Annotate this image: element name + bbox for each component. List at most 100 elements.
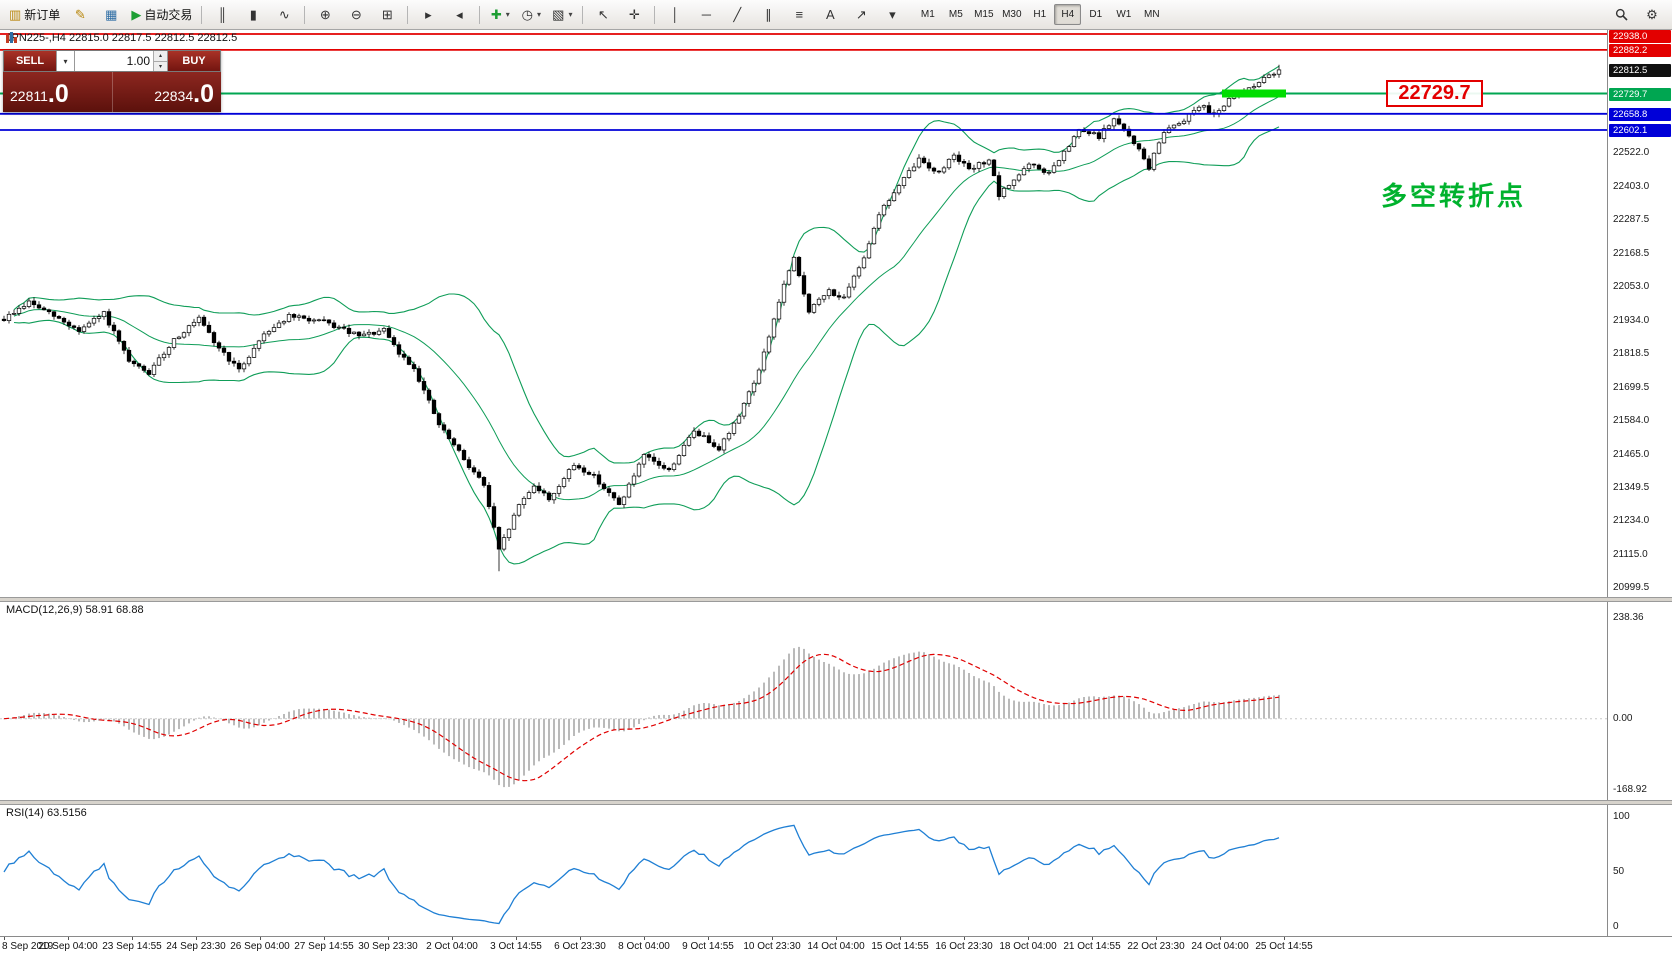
time-axis-tick <box>324 937 325 940</box>
zoom-in-button[interactable]: ⊕ <box>310 3 340 27</box>
market-watch-button[interactable]: ▦ <box>96 3 126 27</box>
trendline-button[interactable]: ╱ <box>722 3 752 27</box>
buy-price[interactable]: 22834.0 <box>111 72 222 112</box>
cursor-button[interactable]: ↖ <box>588 3 618 27</box>
buy-button[interactable]: BUY <box>168 51 220 71</box>
timeframe-m30[interactable]: M30 <box>1002 9 1022 20</box>
new-order-button[interactable]: ▥ 新订单 <box>5 3 64 27</box>
horizontal-line-button[interactable]: ─ <box>691 3 721 27</box>
main-chart-panel: 22522.0 22403.0 22287.5 22168.5 22053.0 21934… <box>0 30 1672 597</box>
time-axis-label: 3 Oct 14:55 <box>490 941 542 952</box>
text-button[interactable]: A <box>815 3 845 27</box>
buy-price-small: 22834 <box>154 88 194 104</box>
bar-chart-button[interactable]: ║ <box>207 3 237 27</box>
time-axis-label: 25 Oct 14:55 <box>1255 941 1313 952</box>
horizontal-line-icon: ─ <box>701 7 711 22</box>
time-axis-label: 16 Oct 23:30 <box>935 941 993 952</box>
equidistant-channel-button[interactable]: ∥ <box>753 3 783 27</box>
trendline-icon: ╱ <box>733 7 742 22</box>
order-type-dropdown[interactable]: ▾ <box>56 51 75 71</box>
objects-more-button[interactable]: ▾ <box>877 3 907 27</box>
macd-panel: 238.36 0.00 -168.92 MACD(12,26,9) 58.91 68… <box>0 602 1672 800</box>
chart-shift-button[interactable]: ◂ <box>444 3 474 27</box>
timeframe-group: M1 M5 M15 M30 H1 H4 D1 W1 MN <box>914 4 1165 25</box>
price-axis-label: 21115.0 <box>1613 549 1648 560</box>
text-icon: A <box>825 7 835 22</box>
time-axis-label: 20 Sep 04:00 <box>38 941 98 952</box>
grid-icon: ⊞ <box>381 7 393 22</box>
settings-button[interactable]: ⚙ <box>1637 3 1667 27</box>
timeframe-m5[interactable]: M5 <box>948 9 963 20</box>
templates-button[interactable]: ▧ ▾ <box>547 3 577 27</box>
toolbar-separator <box>407 5 409 24</box>
periods-button[interactable]: ◷ ▾ <box>516 3 546 27</box>
macd-plot[interactable] <box>0 602 1607 800</box>
macd-axis: 238.36 0.00 -168.92 <box>1607 602 1672 800</box>
crosshair-icon: ✛ <box>628 7 640 22</box>
price-axis-label: 21934.0 <box>1613 315 1650 326</box>
time-axis-label: 15 Oct 14:55 <box>871 941 929 952</box>
time-axis-tick <box>132 937 133 940</box>
grid-button[interactable]: ⊞ <box>372 3 402 27</box>
sell-price-small: 22811 <box>10 88 48 104</box>
price-callout-box[interactable]: 22729.7 <box>1386 80 1483 107</box>
fibonacci-button[interactable]: ≡ <box>784 3 814 27</box>
turning-point-label[interactable]: 多空转折点 <box>1381 181 1527 211</box>
time-axis-label: 24 Oct 04:00 <box>1191 941 1249 952</box>
vertical-line-button[interactable]: │ <box>660 3 690 27</box>
price-axis-label: 20999.5 <box>1613 582 1650 593</box>
crosshair-button[interactable]: ✛ <box>619 3 649 27</box>
auto-scroll-button[interactable]: ▸ <box>413 3 443 27</box>
sell-button[interactable]: SELL <box>4 51 56 71</box>
search-icon <box>1615 8 1628 21</box>
time-axis-tick <box>1156 937 1157 940</box>
zoom-out-button[interactable]: ⊖ <box>341 3 371 27</box>
toolbar: ▥ 新订单 ✎ ▦ ▶ 自动交易 ║ ▮ ∿ ⊕ ⊖ ⊞ ▸ ◂ ✚ ▾ ◷ ▾ ▧ ▾ ↖ ✛ │ ─ ╱ ∥ ≡ A ↗ ▾ M1 M5 M… <box>0 0 1672 30</box>
time-axis-tick <box>196 937 197 940</box>
volume-up-button[interactable]: ▴ <box>154 51 167 62</box>
line-chart-button[interactable]: ∿ <box>269 3 299 27</box>
price-marker-22812.5: 22812.5 <box>1609 63 1671 77</box>
timeframe-mn[interactable]: MN <box>1144 9 1160 20</box>
time-axis-tick <box>68 937 69 940</box>
price-axis-label: 21699.5 <box>1613 382 1650 393</box>
search-button[interactable] <box>1606 3 1636 27</box>
timeframe-h4[interactable]: H4 <box>1054 4 1082 25</box>
time-axis-tick <box>1284 937 1285 940</box>
candlestick-chart-button[interactable]: ▮ <box>238 3 268 27</box>
sell-price-big: .0 <box>47 80 69 108</box>
timeframe-d1[interactable]: D1 <box>1089 9 1103 20</box>
auto-trading-button[interactable]: ▶ 自动交易 <box>127 3 196 27</box>
zoom-out-icon: ⊖ <box>350 7 362 22</box>
time-axis-label: 8 Oct 04:00 <box>618 941 670 952</box>
time-axis-label: 24 Sep 23:30 <box>166 941 226 952</box>
timeframe-h1[interactable]: H1 <box>1033 9 1047 20</box>
volume-down-button[interactable]: ▾ <box>154 61 167 71</box>
sell-price[interactable]: 22811.0 <box>3 72 112 112</box>
price-marker-22938.0: 22938.0 <box>1609 30 1671 43</box>
panel-divider[interactable] <box>0 800 1672 805</box>
price-axis-label: 22522.0 <box>1613 147 1650 158</box>
metaeditor-icon: ✎ <box>74 7 86 22</box>
price-axis-label: 22053.0 <box>1613 281 1650 292</box>
volume-input[interactable] <box>75 51 153 71</box>
new-order-icon: ▥ <box>9 7 22 22</box>
main-chart-plot[interactable] <box>0 30 1607 597</box>
timeframe-w1[interactable]: W1 <box>1116 9 1132 20</box>
rsi-plot[interactable] <box>0 805 1607 936</box>
time-axis-label: 6 Oct 23:30 <box>554 941 606 952</box>
arrows-button[interactable]: ↗ <box>846 3 876 27</box>
metaeditor-button[interactable]: ✎ <box>65 3 95 27</box>
timeframe-m15[interactable]: M15 <box>974 9 994 20</box>
buy-price-big: .0 <box>193 80 214 108</box>
time-axis-tick <box>260 937 261 940</box>
chart-title: JPN225-,H4 22815.0 22817.5 22812.5 22812… <box>6 32 237 44</box>
chart-icon <box>6 32 17 43</box>
indicators-button[interactable]: ✚ ▾ <box>485 3 515 27</box>
new-order-button-label: 新订单 <box>24 8 61 22</box>
panel-divider[interactable] <box>0 597 1672 602</box>
auto-scroll-icon: ▸ <box>425 7 432 22</box>
price-axis-label: 21584.0 <box>1613 415 1650 426</box>
timeframe-m1[interactable]: M1 <box>920 9 935 20</box>
